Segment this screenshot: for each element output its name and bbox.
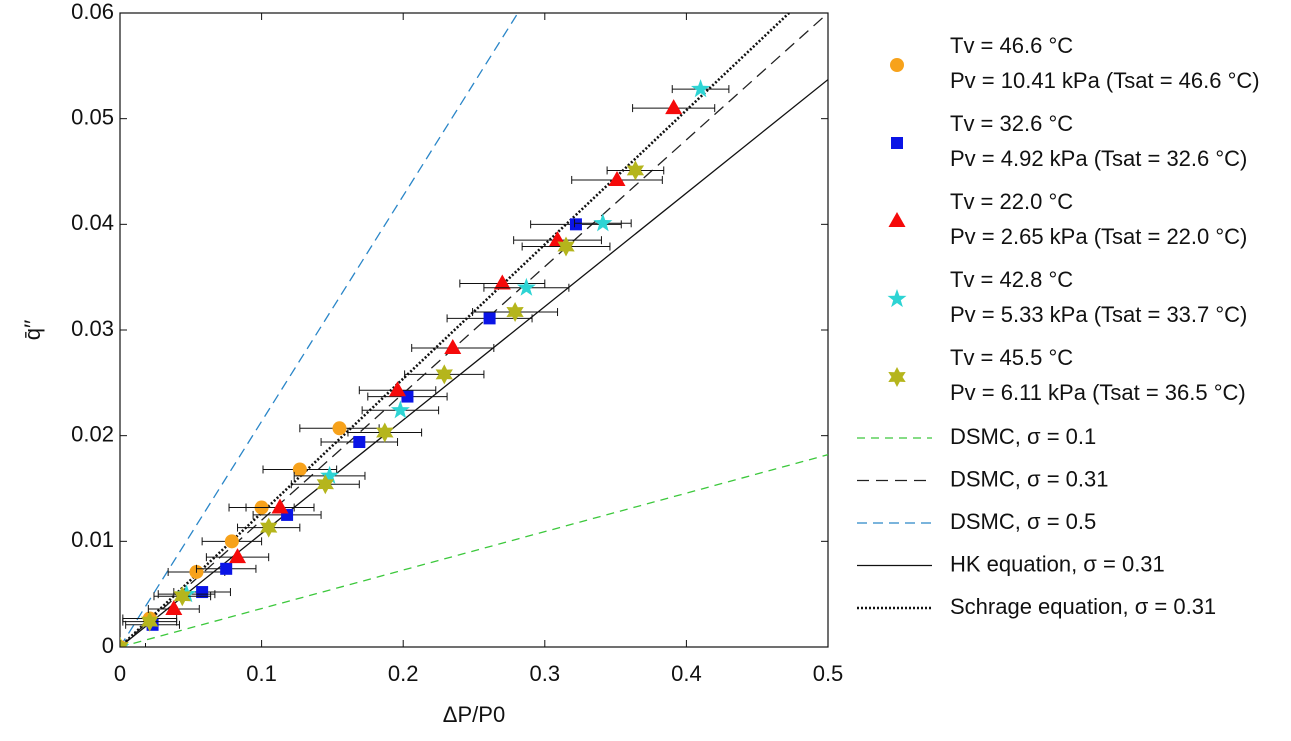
point [332,421,347,436]
point [120,637,129,647]
y-tick-label: 0.06 [71,0,114,24]
point [626,160,645,181]
y-tick-label: 0 [102,633,114,658]
point [435,364,453,385]
legend-marker [887,289,907,308]
line [120,13,828,647]
line [120,454,828,647]
point [691,79,711,98]
legend-label: DSMC, σ = 0.5 [950,509,1096,534]
legend-label: Pv = 10.41 kPa (Tsat = 46.6 °C) [950,68,1260,93]
legend-label: DSMC, σ = 0.1 [950,424,1096,449]
point [271,498,289,514]
legend-label: Tv = 32.6 °C [950,111,1073,136]
point [389,381,407,397]
point [608,170,626,186]
y-tick-label: 0.03 [71,316,114,341]
point [516,277,536,296]
point [665,99,683,115]
point [493,274,511,290]
point [165,599,183,615]
x-tick-label: 0.2 [388,661,419,686]
legend-marker [890,58,904,72]
point [390,400,410,419]
error-bar [120,643,146,647]
point [281,508,294,521]
point [593,213,613,232]
point [229,548,247,564]
point [141,611,159,632]
legend-marker [888,212,906,227]
legend-label: HK equation, σ = 0.31 [950,551,1165,576]
point [173,586,191,607]
legend-label: Pv = 5.33 kPa (Tsat = 33.7 °C) [950,302,1247,327]
point [260,517,278,538]
point [506,302,524,322]
x-tick-label: 0.3 [530,661,561,686]
y-tick-label: 0.05 [71,104,114,129]
legend-label: DSMC, σ = 0.31 [950,466,1108,491]
point [220,562,233,575]
point [353,436,366,449]
legend-marker [891,137,903,149]
point [569,218,582,231]
legend-label: Tv = 42.8 °C [950,267,1073,292]
point [320,465,340,484]
legend-label: Tv = 45.5 °C [950,345,1073,370]
point [316,474,334,495]
point [444,338,462,354]
point [557,236,575,257]
x-tick-label: 0.5 [813,661,844,686]
point [224,534,239,549]
legend-label: Tv = 22.0 °C [950,189,1073,214]
legend-marker [888,367,906,387]
y-tick-label: 0.02 [71,421,114,446]
legend-label: Schrage equation, σ = 0.31 [950,594,1216,619]
legend-label: Tv = 46.6 °C [950,33,1073,58]
legend-label: Pv = 6.11 kPa (Tsat = 36.5 °C) [950,380,1246,405]
y-axis-label: q̄′′ [20,320,45,341]
x-tick-label: 0.1 [246,661,277,686]
y-tick-label: 0.01 [71,527,114,552]
point [483,312,496,325]
x-axis-label: ΔP/P0 [443,702,505,727]
plot-area [120,13,828,647]
point [292,462,307,477]
x-tick-label: 0.4 [671,661,702,686]
legend-label: Pv = 2.65 kPa (Tsat = 22.0 °C) [950,224,1247,249]
line [120,13,519,647]
x-tick-label: 0 [114,661,126,686]
point [196,586,209,599]
y-tick-label: 0.04 [71,210,114,235]
line [120,79,828,647]
point [376,422,394,443]
legend-label: Pv = 4.92 kPa (Tsat = 32.6 °C) [950,146,1247,171]
